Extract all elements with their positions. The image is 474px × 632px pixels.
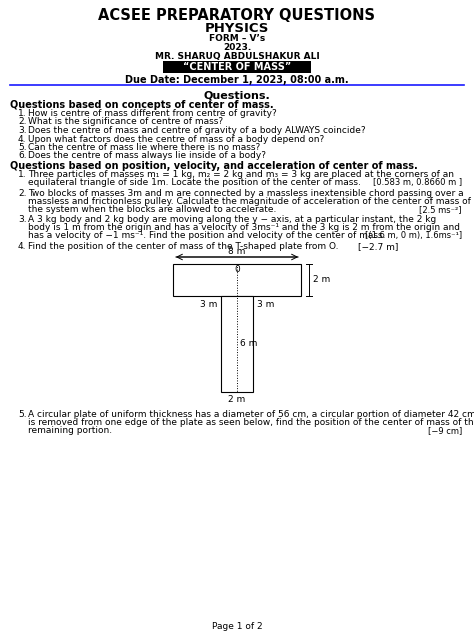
Text: Upon what factors does the centre of mass of a body depend on?: Upon what factors does the centre of mas… xyxy=(28,135,324,143)
Text: remaining portion.: remaining portion. xyxy=(28,426,112,435)
Text: 2 m: 2 m xyxy=(228,395,246,404)
Text: MR. SHARUQ ABDULSHAKUR ALI: MR. SHARUQ ABDULSHAKUR ALI xyxy=(155,52,319,61)
Text: 6.: 6. xyxy=(18,152,27,161)
Text: 1.: 1. xyxy=(18,170,27,179)
Text: “CENTER OF MASS”: “CENTER OF MASS” xyxy=(183,63,291,73)
Text: Questions.: Questions. xyxy=(204,90,270,100)
Text: 2.: 2. xyxy=(18,118,27,126)
Text: [(1.6 m, 0 m), 1.6ms⁻¹]: [(1.6 m, 0 m), 1.6ms⁻¹] xyxy=(365,231,462,240)
Text: [2.5 ms⁻²]: [2.5 ms⁻²] xyxy=(419,205,462,214)
Text: A 3 kg body and 2 kg body are moving along the y − axis, at a particular instant: A 3 kg body and 2 kg body are moving alo… xyxy=(28,215,436,224)
Bar xyxy=(221,296,253,392)
Text: 2.: 2. xyxy=(18,189,27,198)
Text: 3.: 3. xyxy=(18,126,27,135)
Text: Can the centre of mass lie where there is no mass?: Can the centre of mass lie where there i… xyxy=(28,143,260,152)
Text: [−2.7 m]: [−2.7 m] xyxy=(358,242,398,251)
Text: Three particles of masses m₁ = 1 kg, m₂ = 2 kg and m₃ = 3 kg are placed at the c: Three particles of masses m₁ = 1 kg, m₂ … xyxy=(28,170,454,179)
Text: Questions based on position, velocity, and acceleration of center of mass.: Questions based on position, velocity, a… xyxy=(10,161,418,171)
Text: What is the significance of centre of mass?: What is the significance of centre of ma… xyxy=(28,118,223,126)
Text: Questions based on concepts of center of mass.: Questions based on concepts of center of… xyxy=(10,100,273,110)
Bar xyxy=(163,61,311,73)
Text: FORM – V’s: FORM – V’s xyxy=(209,34,265,43)
Text: 2023.: 2023. xyxy=(223,43,251,52)
Text: 1.: 1. xyxy=(18,109,27,118)
Text: 4.: 4. xyxy=(18,135,27,143)
Text: ACSEE PREPARATORY QUESTIONS: ACSEE PREPARATORY QUESTIONS xyxy=(99,8,375,23)
Text: body is 1 m from the origin and has a velocity of 3ms⁻¹ and the 3 kg is 2 m from: body is 1 m from the origin and has a ve… xyxy=(28,223,460,232)
Text: Page 1 of 2: Page 1 of 2 xyxy=(212,622,262,631)
Bar xyxy=(173,264,301,296)
Text: A circular plate of uniform thickness has a diameter of 56 cm, a circular portio: A circular plate of uniform thickness ha… xyxy=(28,410,474,419)
Text: massless and frictionless pulley. Calculate the magnitude of acceleration of the: massless and frictionless pulley. Calcul… xyxy=(28,197,471,206)
Text: 2 m: 2 m xyxy=(313,276,330,284)
Text: 6 m: 6 m xyxy=(240,339,257,348)
Text: 0: 0 xyxy=(234,265,240,274)
Text: Does the centre of mass always lie inside of a body?: Does the centre of mass always lie insid… xyxy=(28,152,266,161)
Text: equilateral triangle of side 1m. Locate the position of the center of mass.: equilateral triangle of side 1m. Locate … xyxy=(28,178,361,187)
Text: How is centre of mass different from centre of gravity?: How is centre of mass different from cen… xyxy=(28,109,277,118)
Text: is removed from one edge of the plate as seen below, find the position of the ce: is removed from one edge of the plate as… xyxy=(28,418,474,427)
Text: 3 m: 3 m xyxy=(200,300,217,309)
Text: Does the centre of mass and centre of gravity of a body ALWAYS coincide?: Does the centre of mass and centre of gr… xyxy=(28,126,365,135)
Text: 3 m: 3 m xyxy=(257,300,274,309)
Text: the system when the blocks are allowed to accelerate.: the system when the blocks are allowed t… xyxy=(28,205,276,214)
Text: Two blocks of masses 3m and m are connected by a massless inextensible chord pas: Two blocks of masses 3m and m are connec… xyxy=(28,189,464,198)
Text: has a velocity of −1 ms⁻¹. Find the position and velocity of the center of mass.: has a velocity of −1 ms⁻¹. Find the posi… xyxy=(28,231,385,240)
Text: 5.: 5. xyxy=(18,143,27,152)
Text: [0.583 m, 0.8660 m ]: [0.583 m, 0.8660 m ] xyxy=(373,178,462,187)
Text: 3.: 3. xyxy=(18,215,27,224)
Text: PHYSICS: PHYSICS xyxy=(205,22,269,35)
Text: Due Date: December 1, 2023, 08:00 a.m.: Due Date: December 1, 2023, 08:00 a.m. xyxy=(125,75,349,85)
Text: [−9 cm]: [−9 cm] xyxy=(428,426,462,435)
Text: 4.: 4. xyxy=(18,242,27,251)
Text: 5.: 5. xyxy=(18,410,27,419)
Text: Find the position of the center of mass of the T-shaped plate from O.: Find the position of the center of mass … xyxy=(28,242,338,251)
Text: 8 m: 8 m xyxy=(228,247,246,256)
